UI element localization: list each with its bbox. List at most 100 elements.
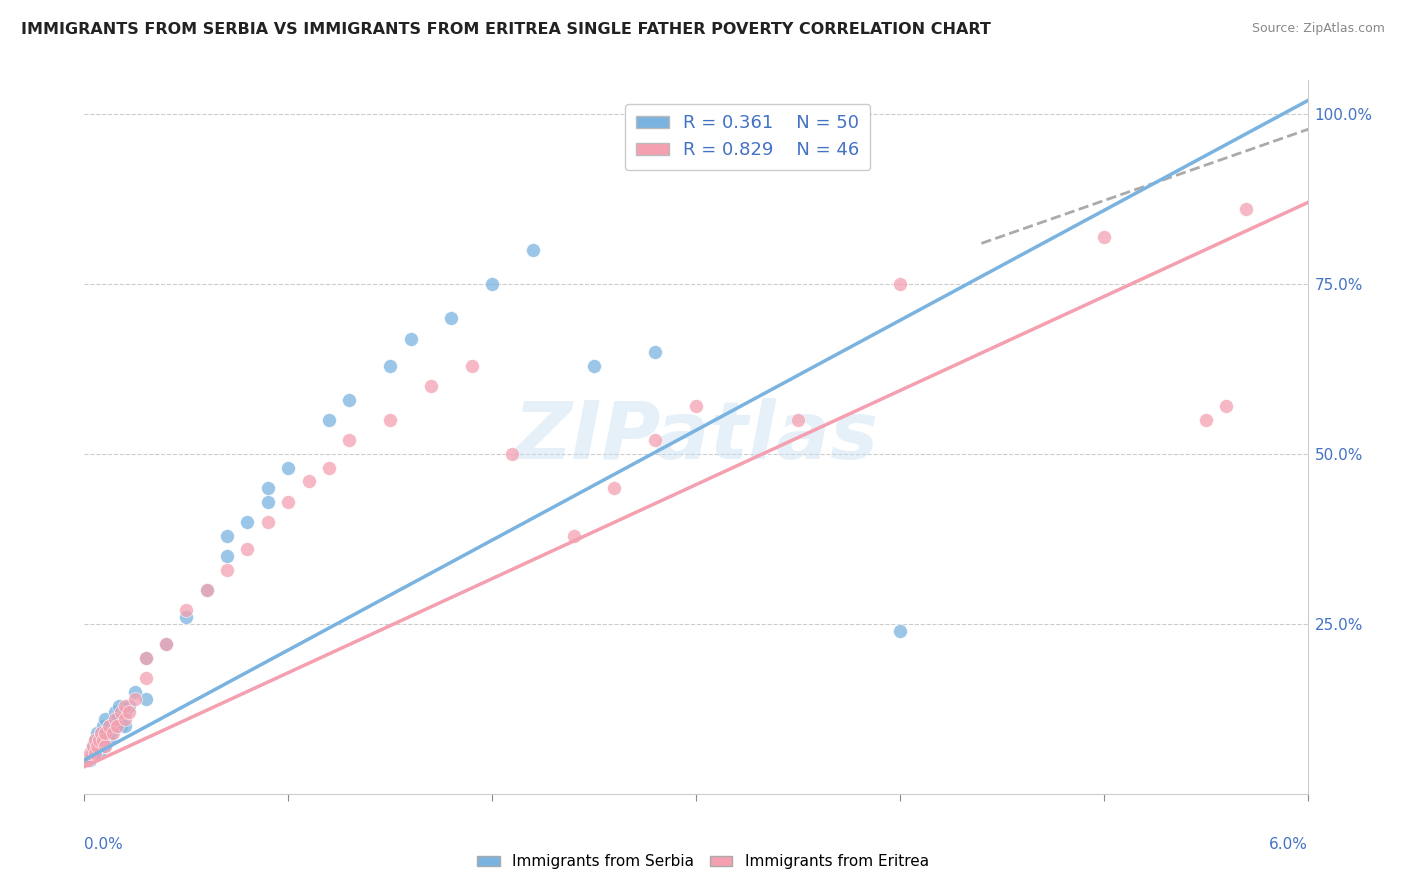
Point [118,706,141,720]
Point [87,732,110,747]
Point [114,719,136,733]
Point [83,746,105,760]
Point [339,392,361,407]
Point [318,460,340,475]
Point [77,753,100,767]
Point [176,610,198,624]
Point [176,603,198,617]
Point [440,311,463,326]
Point [79,753,101,767]
Text: 0.0%: 0.0% [84,837,124,852]
Point [86,739,108,754]
Point [277,460,299,475]
Point [86,739,108,754]
Point [82,739,104,754]
Point [135,651,157,665]
Point [114,712,136,726]
Point [104,706,127,720]
Point [236,542,259,557]
Point [105,712,128,726]
Point [236,515,259,529]
Point [380,413,402,427]
Text: 6.0%: 6.0% [1268,837,1308,852]
Point [87,746,110,760]
Point [90,725,112,739]
Point [562,528,585,542]
Text: IMMIGRANTS FROM SERBIA VS IMMIGRANTS FROM ERITREA SINGLE FATHER POVERTY CORRELAT: IMMIGRANTS FROM SERBIA VS IMMIGRANTS FRO… [21,22,991,37]
Point [155,637,177,651]
Point [685,400,707,414]
Point [257,494,280,508]
Point [114,698,136,713]
Point [79,746,101,760]
Point [195,582,218,597]
Point [83,732,105,747]
Point [124,685,146,699]
Point [124,691,146,706]
Point [277,494,299,508]
Point [195,582,218,597]
Point [82,739,104,754]
Point [1092,229,1115,244]
Point [97,719,120,733]
Point [93,725,117,739]
Legend: R = 0.361    N = 50, R = 0.829    N = 46: R = 0.361 N = 50, R = 0.829 N = 46 [626,103,870,170]
Legend: Immigrants from Serbia, Immigrants from Eritrea: Immigrants from Serbia, Immigrants from … [471,848,935,875]
Point [217,563,239,577]
Point [93,739,117,754]
Text: ZIPatlas: ZIPatlas [513,398,879,476]
Point [420,379,443,393]
Point [110,719,132,733]
Point [461,359,484,373]
Point [83,746,105,760]
Point [257,481,280,495]
Point [108,698,131,713]
Point [91,719,114,733]
Point [93,739,117,754]
Point [93,725,117,739]
Point [104,719,127,733]
Point [298,475,321,489]
Point [889,624,911,638]
Point [83,732,105,747]
Point [603,481,626,495]
Point [135,691,157,706]
Point [217,528,239,542]
Point [1215,400,1237,414]
Point [481,277,503,292]
Point [118,698,141,713]
Point [155,637,177,651]
Point [90,725,112,739]
Point [97,719,120,733]
Point [101,725,124,739]
Point [82,746,104,760]
Point [104,712,127,726]
Point [110,706,132,720]
Point [644,345,666,359]
Point [522,243,544,257]
Point [787,413,810,427]
Point [77,753,100,767]
Point [114,706,136,720]
Text: Source: ZipAtlas.com: Source: ZipAtlas.com [1251,22,1385,36]
Point [399,332,422,346]
Point [257,515,280,529]
Point [318,413,340,427]
Point [339,434,361,448]
Point [91,732,114,747]
Point [135,651,157,665]
Point [100,725,122,739]
Point [135,671,157,685]
Point [91,732,114,747]
Point [889,277,911,292]
Point [87,732,110,747]
Point [502,447,524,461]
Point [380,359,402,373]
Point [1195,413,1218,427]
Point [644,434,666,448]
Point [97,732,120,747]
Point [105,719,128,733]
Point [90,739,112,754]
Point [1236,202,1258,217]
Point [93,712,117,726]
